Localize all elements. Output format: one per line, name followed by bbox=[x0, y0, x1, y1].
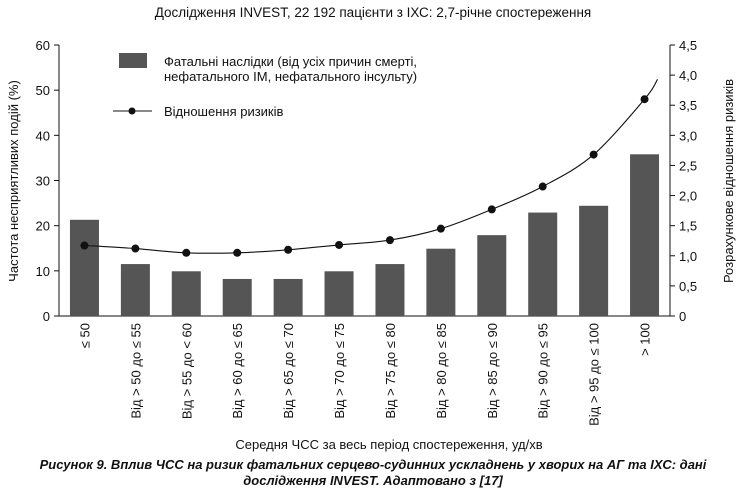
legend-line-label: Відношення ризиків bbox=[164, 104, 284, 119]
bar bbox=[579, 205, 609, 316]
left-tick-label: 0 bbox=[43, 309, 50, 324]
y2-axis-label: Розрахункове відношення ризиків bbox=[721, 79, 736, 283]
hazard-ratio-point bbox=[385, 236, 394, 245]
bar-series bbox=[69, 154, 660, 316]
legend-bar-swatch bbox=[119, 53, 147, 68]
x-tick-label: Від > 65 до ≤ 70 bbox=[281, 323, 296, 419]
right-tick-label: 4,5 bbox=[679, 38, 697, 53]
right-tick-label: 4,0 bbox=[679, 68, 697, 83]
hazard-ratio-point bbox=[284, 245, 293, 254]
left-tick-label: 20 bbox=[36, 219, 50, 234]
x-tick-label: Від > 50 до ≤ 55 bbox=[128, 323, 143, 419]
right-tick-label: 2,0 bbox=[679, 189, 697, 204]
bar bbox=[375, 264, 405, 316]
right-tick-label: 3,5 bbox=[679, 98, 697, 113]
bar bbox=[528, 212, 558, 316]
hazard-ratio-point bbox=[131, 244, 140, 253]
right-tick-label: 1,0 bbox=[679, 249, 697, 264]
hazard-ratio-point bbox=[182, 248, 191, 257]
hazard-ratio-point bbox=[538, 182, 547, 191]
right-tick-label: 0 bbox=[679, 309, 686, 324]
bar bbox=[171, 271, 201, 316]
right-axis-ticks: 0 0,5 1,0 1,5 2,0 2,5 3,0 3,5 4,0 4,5 bbox=[670, 38, 697, 324]
x-tick-label: ≤ 50 bbox=[78, 323, 93, 348]
y-axis-label: Частота несприятливих подій (%) bbox=[6, 80, 21, 282]
caption-line-2: дослідження INVEST. Адаптовано з [17] bbox=[243, 473, 503, 488]
left-tick-label: 60 bbox=[36, 38, 50, 53]
x-tick-label: Від > 75 до ≤ 80 bbox=[383, 323, 398, 419]
figure-caption: Рисунок 9. Вплив ЧСС на ризик фатальних … bbox=[0, 457, 746, 489]
bar bbox=[273, 278, 303, 316]
bar bbox=[120, 264, 150, 316]
x-tick-label: Від > 55 до < 60 bbox=[179, 323, 194, 419]
bar bbox=[477, 235, 507, 316]
bar bbox=[222, 278, 252, 316]
right-tick-label: 2,5 bbox=[679, 158, 697, 173]
hazard-ratio-point bbox=[487, 205, 496, 214]
x-tick-label: Від > 95 до ≤ 100 bbox=[587, 323, 602, 426]
chart: Дослідження INVEST, 22 192 пацієнти з ІХ… bbox=[6, 5, 736, 452]
left-axis-ticks: 0 10 20 30 40 50 60 bbox=[36, 38, 59, 324]
x-tick-label: Від > 80 до ≤ 85 bbox=[434, 323, 449, 419]
caption-line-1: Рисунок 9. Вплив ЧСС на ризик фатальних … bbox=[39, 457, 707, 472]
legend-bar-label-line2: нефатального ІМ, нефатального інсульту) bbox=[164, 69, 417, 84]
legend: Фатальні наслідки (від усіх причин смерт… bbox=[113, 53, 417, 119]
hazard-ratio-point bbox=[233, 248, 242, 257]
left-tick-label: 50 bbox=[36, 83, 50, 98]
hazard-ratio-point bbox=[589, 150, 598, 159]
x-axis-label: Середня ЧСС за весь період спостереження… bbox=[235, 437, 542, 452]
bar bbox=[426, 248, 456, 316]
hazard-ratio-point bbox=[335, 240, 344, 249]
right-tick-label: 0,5 bbox=[679, 279, 697, 294]
legend-line-marker bbox=[128, 107, 136, 115]
x-tick-label: Від > 85 до ≤ 90 bbox=[485, 323, 500, 419]
left-tick-label: 40 bbox=[36, 128, 50, 143]
bar bbox=[630, 154, 660, 316]
bar bbox=[324, 271, 354, 316]
x-tick-label: Від > 70 до ≤ 75 bbox=[332, 323, 347, 419]
right-tick-label: 3,0 bbox=[679, 128, 697, 143]
hazard-ratio-point bbox=[436, 224, 445, 233]
x-axis-ticks: ≤ 50 Від > 50 до ≤ 55 Від > 55 до < 60 Від … bbox=[78, 323, 653, 426]
x-tick-label: Від > 90 до ≤ 95 bbox=[536, 323, 551, 419]
x-tick-label: > 100 bbox=[638, 323, 653, 356]
bar bbox=[69, 219, 99, 316]
chart-title: Дослідження INVEST, 22 192 пацієнти з ІХ… bbox=[155, 5, 592, 20]
left-tick-label: 10 bbox=[36, 264, 50, 279]
hazard-ratio-point bbox=[640, 95, 649, 104]
hazard-ratio-point bbox=[80, 241, 89, 250]
hazard-ratio-series bbox=[80, 79, 658, 257]
left-tick-label: 30 bbox=[36, 174, 50, 189]
x-tick-label: Від > 60 до ≤ 65 bbox=[230, 323, 245, 419]
legend-bar-label-line1: Фатальні наслідки (від усіх причин смерт… bbox=[164, 54, 417, 69]
right-tick-label: 1,5 bbox=[679, 219, 697, 234]
